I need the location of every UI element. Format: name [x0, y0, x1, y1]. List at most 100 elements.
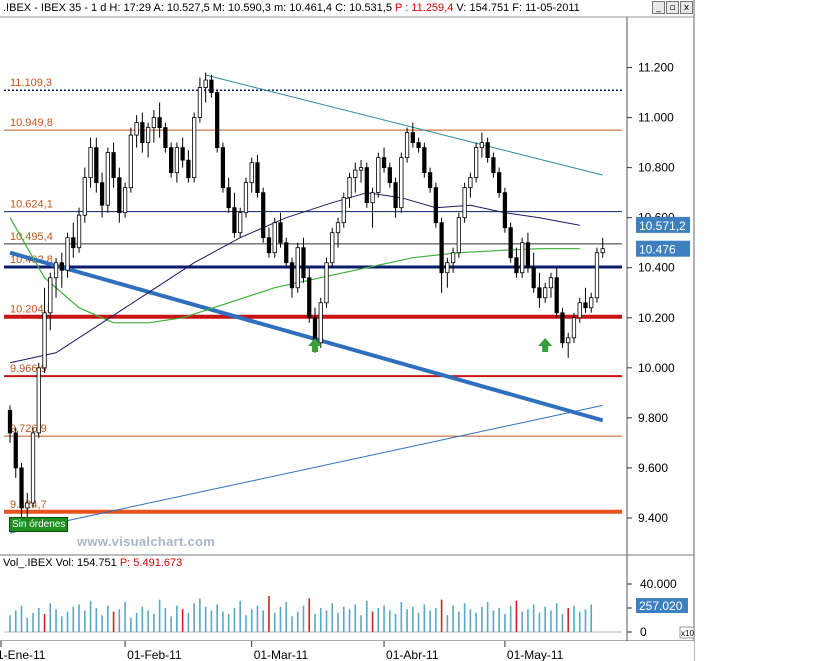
candle-body [318, 302, 323, 344]
candle-body [525, 242, 531, 269]
candle-body [560, 312, 565, 344]
candle-body [111, 152, 116, 179]
minimize-button[interactable]: _ [652, 1, 665, 14]
price-tag-box [636, 240, 690, 257]
candle-body [416, 142, 421, 149]
candle-body [59, 262, 64, 271]
volume-p: P: 5.491.673 [119, 557, 183, 569]
price-tick-label: 11.000 [638, 111, 674, 125]
level-label: 10.949,8 [10, 117, 53, 129]
multiplier-box [679, 626, 695, 639]
symbol-header: .IBEX - IBEX 35 - 1 d H: 17:29 A: 10.527… [3, 2, 580, 14]
price-tag-box [636, 216, 690, 233]
volume-tag-label: 257.020 [639, 599, 683, 613]
candle-body [301, 247, 306, 279]
candle-body [531, 267, 536, 289]
candle-body [278, 222, 283, 244]
date-tick-label: 01-Abr-11 [386, 648, 439, 661]
date-tick-label: 01-May-11 [507, 648, 564, 661]
candle-body [289, 262, 295, 289]
price-tick-label: 9.800 [638, 411, 668, 425]
candle-body [335, 222, 341, 234]
date-axis: 1-Ene-11 01-Feb-11 01-Mar-11 01-Abr-11 01-Ma… [0, 641, 564, 661]
candle-body [261, 192, 266, 239]
volume-title: Vol_.IBEX [3, 557, 53, 569]
candle-body [445, 262, 450, 274]
candle-body [151, 117, 156, 128]
volume-multiplier: x10 [681, 629, 694, 638]
candle-body [324, 262, 329, 304]
candle-body [197, 87, 203, 118]
volume-tick-label: 0 [640, 625, 647, 639]
price-tick-label: 11.200 [638, 61, 674, 75]
watermark: www.visualchart.com [77, 534, 216, 549]
price-tick-label: 9.400 [638, 511, 668, 525]
bar-volume: V: 154.751 [456, 2, 510, 14]
buy-arrow-icon [308, 338, 322, 352]
candle-body [537, 287, 542, 299]
price-tick-label: 10.000 [638, 361, 675, 375]
close-button[interactable]: x [680, 1, 693, 14]
last-price-tags[interactable]: 10.571,2 10.476 [636, 216, 690, 257]
candle-body [220, 147, 226, 189]
buy-arrow-icon [538, 338, 553, 352]
candle-body [520, 242, 525, 274]
candle-body [583, 302, 588, 309]
candle-body [376, 157, 381, 194]
candle-body [439, 222, 444, 274]
date-axis-band [0, 641, 694, 661]
candle-body [105, 152, 110, 206]
candle-body [215, 92, 220, 149]
candle-body [485, 142, 490, 159]
candle-body [554, 277, 559, 314]
candle-body [117, 177, 122, 214]
date-tick-label: 01-Mar-11 [254, 648, 309, 661]
candle-body [427, 172, 433, 189]
candle-body [30, 432, 36, 504]
candle-body [71, 237, 76, 249]
level-label: 10.624,1 [10, 199, 53, 211]
candle-body [174, 147, 180, 174]
candle-body [82, 177, 87, 216]
volume-header: Vol_.IBEX Vol: 154.751 P: 5.491.673 [3, 557, 182, 569]
candle-body [88, 147, 93, 179]
restore-button[interactable]: ▫ [666, 1, 679, 14]
symbol-name: .IBEX - IBEX 35 - 1 d [3, 2, 107, 14]
price-tick-label: 10.400 [638, 261, 675, 275]
candle-body [232, 207, 237, 234]
candle-body [330, 232, 335, 264]
candle-body [497, 172, 502, 194]
price-tick-label: 10.200 [638, 311, 675, 325]
candle-body [209, 79, 214, 93]
level-label: 10.204,3 [10, 304, 53, 316]
candle-body [272, 222, 277, 254]
candle-body [249, 162, 254, 184]
candle-body [479, 142, 485, 149]
order-status-badge[interactable]: Sin órdenes [9, 517, 69, 532]
candle-body [502, 192, 508, 229]
candle-body [203, 79, 208, 88]
price-axis: 11.20011.00010.80010.60010.40010.20010.0… [627, 61, 675, 525]
candle-body [243, 182, 249, 214]
candle-body [25, 502, 30, 509]
bar-open: A: 10.527,5 [153, 2, 210, 14]
candle-body [589, 297, 594, 309]
candle-body [450, 252, 456, 264]
bar-close: C: 10.531,5 [335, 2, 392, 14]
candle-body [145, 127, 151, 144]
candle-body [295, 247, 300, 289]
candlesticks [7, 72, 605, 523]
level-label: 11.109,3 [10, 77, 52, 89]
bar-hour: H: 17:29 [109, 2, 151, 14]
candle-body [134, 122, 139, 136]
candle-body [462, 187, 467, 219]
candle-body [128, 134, 133, 189]
candle-body [99, 182, 105, 206]
volume-pane [4, 596, 622, 633]
candle-body [157, 117, 162, 128]
candle-body [255, 162, 260, 194]
candle-body [13, 432, 18, 469]
candle-body [433, 187, 438, 224]
